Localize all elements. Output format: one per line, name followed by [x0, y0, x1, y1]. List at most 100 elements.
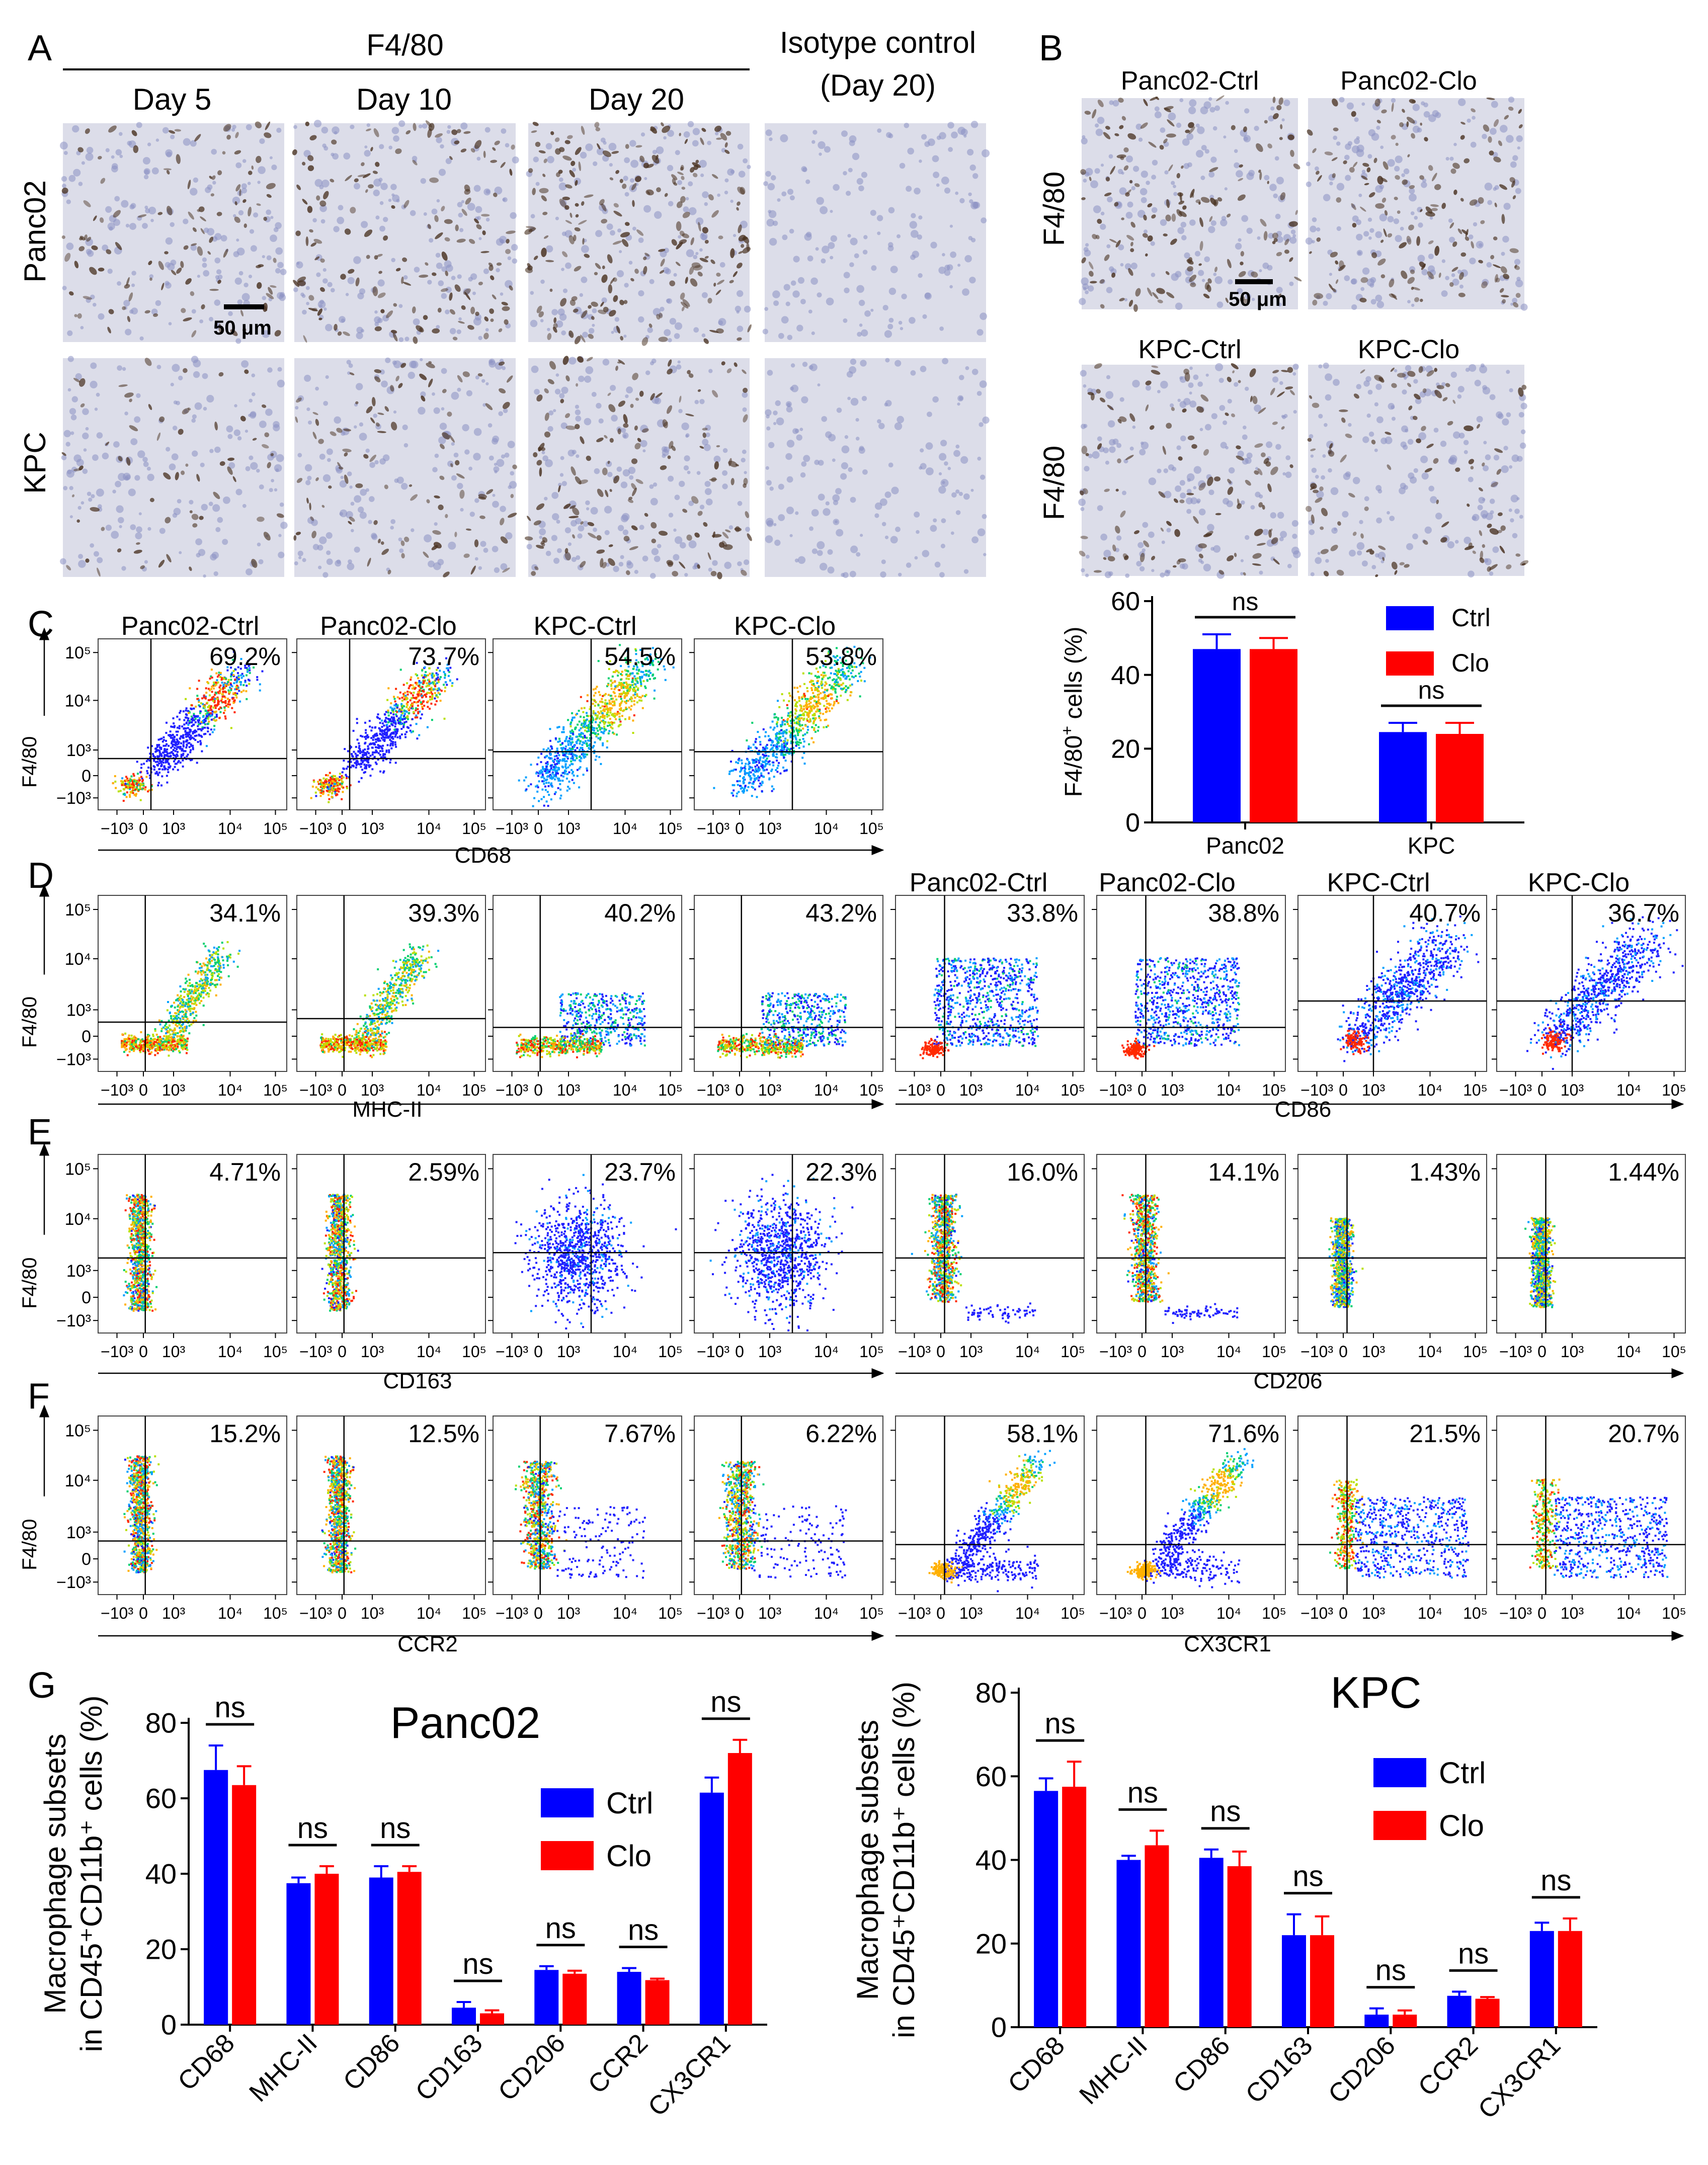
hematoxylin-nucleus: [1270, 107, 1274, 111]
hematoxylin-nucleus: [411, 361, 418, 368]
hematoxylin-nucleus: [832, 494, 840, 502]
panel-c-title-3: KPC-Ctrl: [533, 612, 636, 641]
hematoxylin-nucleus: [1096, 129, 1103, 136]
hematoxylin-nucleus: [1198, 558, 1202, 562]
hematoxylin-nucleus: [271, 164, 277, 170]
hematoxylin-nucleus: [1083, 424, 1087, 428]
hematoxylin-nucleus: [559, 313, 566, 320]
hematoxylin-nucleus: [695, 400, 699, 404]
hematoxylin-nucleus: [1168, 113, 1176, 121]
hematoxylin-nucleus: [575, 405, 579, 409]
hematoxylin-nucleus: [150, 219, 154, 222]
hematoxylin-nucleus: [1208, 97, 1212, 101]
hematoxylin-nucleus: [1186, 509, 1191, 514]
hematoxylin-nucleus: [593, 528, 597, 532]
hematoxylin-nucleus: [939, 572, 945, 577]
hematoxylin-nucleus: [80, 326, 84, 329]
hematoxylin-nucleus: [897, 234, 901, 238]
hematoxylin-nucleus: [467, 203, 475, 211]
panel-a-group-title: F4/80: [366, 28, 443, 62]
event-dot: [208, 720, 210, 722]
hematoxylin-nucleus: [1100, 224, 1106, 230]
hematoxylin-nucleus: [738, 501, 743, 506]
panel-b-row-label-2: F4/80: [1038, 446, 1071, 520]
hematoxylin-nucleus: [878, 423, 885, 430]
hematoxylin-nucleus: [1318, 364, 1322, 368]
hematoxylin-nucleus: [1388, 216, 1394, 222]
hematoxylin-nucleus: [692, 565, 696, 569]
hematoxylin-nucleus: [909, 317, 916, 324]
hematoxylin-nucleus: [1405, 429, 1408, 432]
hematoxylin-nucleus: [864, 310, 871, 317]
hematoxylin-nucleus: [560, 473, 563, 476]
hematoxylin-nucleus: [787, 476, 793, 483]
hematoxylin-nucleus: [354, 547, 360, 553]
hematoxylin-nucleus: [432, 392, 435, 396]
hematoxylin-nucleus: [478, 566, 482, 570]
hematoxylin-nucleus: [684, 573, 688, 576]
hematoxylin-nucleus: [641, 132, 645, 136]
hematoxylin-nucleus: [1200, 176, 1205, 180]
hematoxylin-nucleus: [1389, 516, 1395, 521]
hematoxylin-nucleus: [1132, 380, 1140, 387]
hematoxylin-nucleus: [604, 506, 612, 514]
hematoxylin-nucleus: [533, 156, 539, 162]
panel-letter-g: G: [28, 1666, 56, 1706]
hematoxylin-nucleus: [944, 461, 948, 466]
hematoxylin-nucleus: [1197, 126, 1204, 134]
hematoxylin-nucleus: [171, 260, 177, 266]
hematoxylin-nucleus: [967, 149, 973, 155]
panel-a-micrograph-kpc-2: [293, 358, 518, 578]
hematoxylin-nucleus: [1120, 397, 1124, 402]
hematoxylin-nucleus: [939, 453, 946, 461]
hematoxylin-nucleus: [1085, 243, 1089, 246]
hematoxylin-nucleus: [369, 462, 375, 468]
panel-a-row-label-kpc: KPC: [18, 432, 52, 493]
hematoxylin-nucleus: [730, 200, 733, 203]
hematoxylin-nucleus: [959, 375, 964, 380]
hematoxylin-nucleus: [364, 150, 371, 156]
hematoxylin-nucleus: [266, 210, 271, 215]
hematoxylin-nucleus: [871, 265, 876, 271]
hematoxylin-nucleus: [1269, 184, 1277, 191]
dab-stained-cell: [355, 483, 363, 488]
hematoxylin-nucleus: [971, 238, 975, 242]
event-dot: [180, 762, 182, 764]
hematoxylin-nucleus: [724, 562, 731, 569]
hematoxylin-nucleus: [1152, 160, 1158, 165]
hematoxylin-nucleus: [551, 535, 557, 541]
hematoxylin-nucleus: [235, 162, 241, 169]
hematoxylin-nucleus: [1322, 454, 1326, 458]
hematoxylin-nucleus: [787, 440, 794, 447]
hematoxylin-nucleus: [1318, 552, 1321, 555]
hematoxylin-nucleus: [1361, 103, 1365, 106]
hematoxylin-nucleus: [1189, 367, 1193, 370]
hematoxylin-nucleus: [1365, 376, 1371, 382]
hematoxylin-nucleus: [439, 169, 446, 176]
hematoxylin-nucleus: [1275, 214, 1281, 219]
hematoxylin-nucleus: [82, 161, 85, 165]
hematoxylin-nucleus: [1414, 468, 1418, 473]
hematoxylin-nucleus: [895, 527, 901, 532]
hematoxylin-nucleus: [747, 165, 751, 169]
hematoxylin-nucleus: [360, 512, 367, 519]
panel-a-day-10: Day 10: [356, 82, 452, 116]
hematoxylin-nucleus: [159, 528, 166, 534]
hematoxylin-nucleus: [1141, 171, 1148, 178]
event-dot: [114, 781, 116, 783]
hematoxylin-nucleus: [1241, 501, 1245, 505]
hematoxylin-nucleus: [97, 557, 103, 563]
hematoxylin-nucleus: [654, 211, 662, 219]
hematoxylin-nucleus: [434, 522, 438, 526]
hematoxylin-nucleus: [1315, 475, 1319, 479]
hematoxylin-nucleus: [685, 435, 688, 438]
event-dot: [238, 690, 240, 692]
hematoxylin-nucleus: [262, 255, 265, 258]
hematoxylin-nucleus: [1287, 564, 1292, 568]
hematoxylin-nucleus: [1080, 370, 1087, 377]
bar-clo-kpc: [1436, 734, 1484, 822]
hematoxylin-nucleus: [845, 435, 848, 439]
hematoxylin-nucleus: [169, 463, 176, 470]
hematoxylin-nucleus: [918, 215, 922, 219]
hematoxylin-nucleus: [540, 319, 544, 322]
